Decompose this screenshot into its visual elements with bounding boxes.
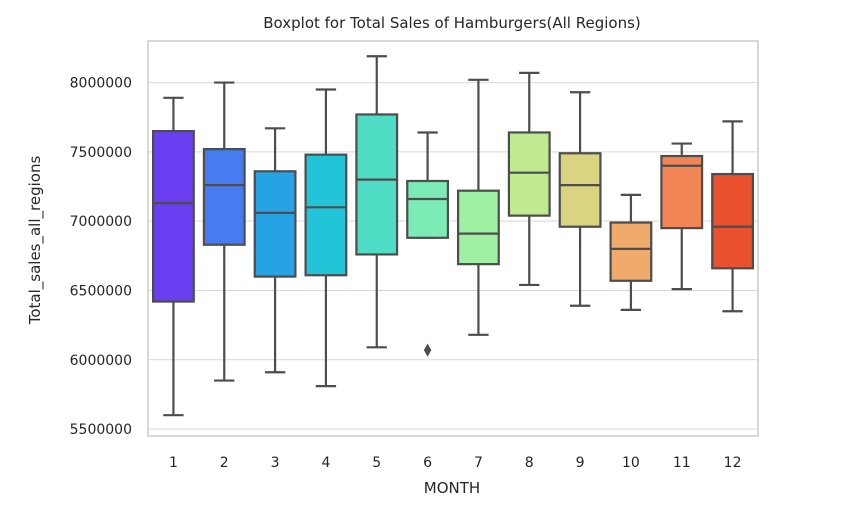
x-axis-label: MONTH <box>424 479 480 497</box>
x-tick-label: 4 <box>321 455 330 471</box>
y-tick-label: 5500000 <box>70 422 132 438</box>
x-tick-label: 7 <box>474 455 483 471</box>
box-month-11 <box>660 142 704 291</box>
y-tick-label: 7000000 <box>70 214 132 230</box>
box-month-10 <box>609 193 653 311</box>
box-iqr <box>558 152 602 228</box>
x-tick-label: 3 <box>271 455 280 471</box>
grid-lines <box>148 82 758 430</box>
box-iqr <box>609 221 653 282</box>
box-month-3 <box>253 127 297 374</box>
x-tick-label: 8 <box>525 455 534 471</box>
y-tick-labels: 5500000 6000000 6500000 7000000 7500000 80000… <box>70 76 132 438</box>
x-tick-label: 5 <box>372 455 381 471</box>
x-tick-label: 1 <box>169 455 178 471</box>
x-tick-label: 10 <box>622 455 640 471</box>
box-iqr <box>660 154 704 230</box>
x-tick-labels: 1 2 3 4 5 6 7 8 9 10 11 12 <box>169 455 742 471</box>
box-iqr <box>253 170 297 278</box>
box-month-1 <box>151 96 195 417</box>
x-tick-label: 11 <box>673 455 691 471</box>
box-month-4 <box>304 88 348 388</box>
outlier-point <box>423 343 432 357</box>
box-month-8 <box>507 71 551 287</box>
box-iqr <box>151 129 195 303</box>
box-month-9 <box>558 91 602 307</box>
box-month-2 <box>202 81 246 382</box>
box-month-5 <box>355 55 399 349</box>
boxes <box>151 55 755 417</box>
x-tick-label: 9 <box>576 455 585 471</box>
chart-title: Boxplot for Total Sales of Hamburgers(Al… <box>263 14 641 32</box>
box-iqr <box>456 189 500 266</box>
box-month-7 <box>456 78 500 336</box>
box-iqr <box>202 148 246 246</box>
box-month-12 <box>711 120 755 313</box>
box-iqr <box>507 131 551 217</box>
box-iqr <box>711 172 755 270</box>
y-tick-label: 6000000 <box>70 353 132 369</box>
plot-frame <box>147 40 759 437</box>
x-tick-label: 6 <box>423 455 432 471</box>
y-tick-label: 6500000 <box>70 283 132 299</box>
x-tick-label: 12 <box>724 455 742 471</box>
y-tick-label: 7500000 <box>70 145 132 161</box>
box-iqr <box>304 153 348 277</box>
box-month-6 <box>406 131 450 357</box>
x-tick-label: 2 <box>220 455 229 471</box>
y-tick-label: 8000000 <box>70 76 132 92</box>
box-iqr <box>355 113 399 256</box>
y-axis-label: Total_sales_all_regions <box>26 156 45 326</box>
box-iqr <box>406 179 450 239</box>
